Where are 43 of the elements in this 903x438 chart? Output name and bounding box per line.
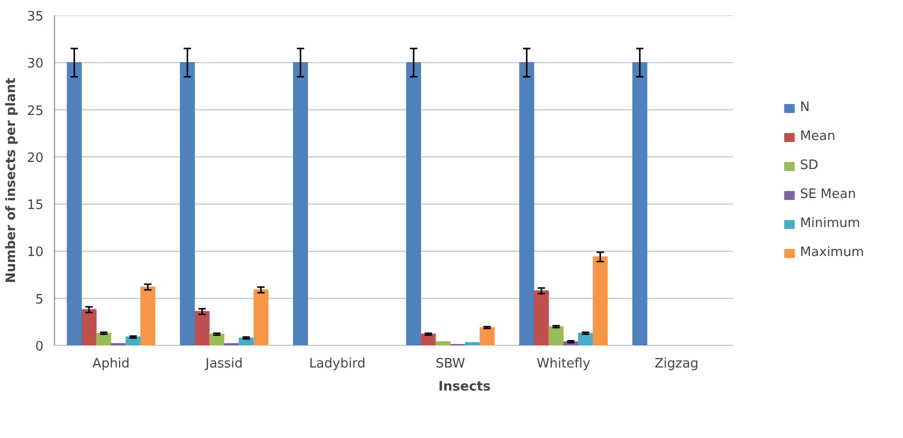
- bar: [126, 336, 141, 346]
- bar: [96, 332, 112, 346]
- legend-label: N: [800, 100, 811, 115]
- bar: [406, 62, 422, 346]
- bar: [209, 334, 224, 346]
- y-tick-label: 35: [26, 10, 44, 24]
- y-tick-label: 5: [35, 292, 44, 308]
- bar: [436, 341, 450, 346]
- y-tick-label: 10: [26, 245, 44, 260]
- bar: [194, 311, 210, 346]
- x-tick-label: SBW: [436, 356, 466, 372]
- bar: [578, 332, 594, 346]
- bar: [82, 309, 96, 346]
- bar: [548, 326, 564, 346]
- legend-label: Mean: [800, 129, 836, 144]
- bar: [480, 327, 495, 346]
- x-tick-label: Whitefly: [536, 356, 591, 372]
- bar: [180, 62, 195, 346]
- x-tick-label: Ladybird: [309, 356, 366, 372]
- bar: [420, 334, 436, 346]
- bar: [592, 256, 608, 346]
- bar: [140, 286, 156, 346]
- y-tick-label: 15: [26, 198, 44, 214]
- legend-label: SE Mean: [800, 187, 856, 202]
- bar: [293, 62, 308, 346]
- bar: [519, 62, 534, 346]
- legend-label: SD: [800, 158, 820, 173]
- bar: [66, 62, 82, 346]
- bar: [534, 290, 549, 346]
- y-tick-label: 0: [35, 340, 44, 354]
- legend-label: Minimum: [800, 216, 860, 231]
- x-tick-label: Aphid: [92, 356, 130, 372]
- y-tick-label: 25: [26, 104, 44, 119]
- x-axis-title: Insects: [438, 380, 491, 394]
- bar: [464, 342, 480, 346]
- legend-label: Maximum: [800, 245, 864, 260]
- bar: [253, 289, 268, 346]
- y-tick-label: 20: [26, 150, 44, 166]
- x-tick-label: Zigzag: [654, 356, 698, 372]
- x-tick-label: Jassid: [204, 356, 243, 372]
- y-tick-label: 30: [26, 56, 44, 72]
- bar: [632, 62, 648, 346]
- y-axis-title: Number of insects per plant: [4, 78, 19, 284]
